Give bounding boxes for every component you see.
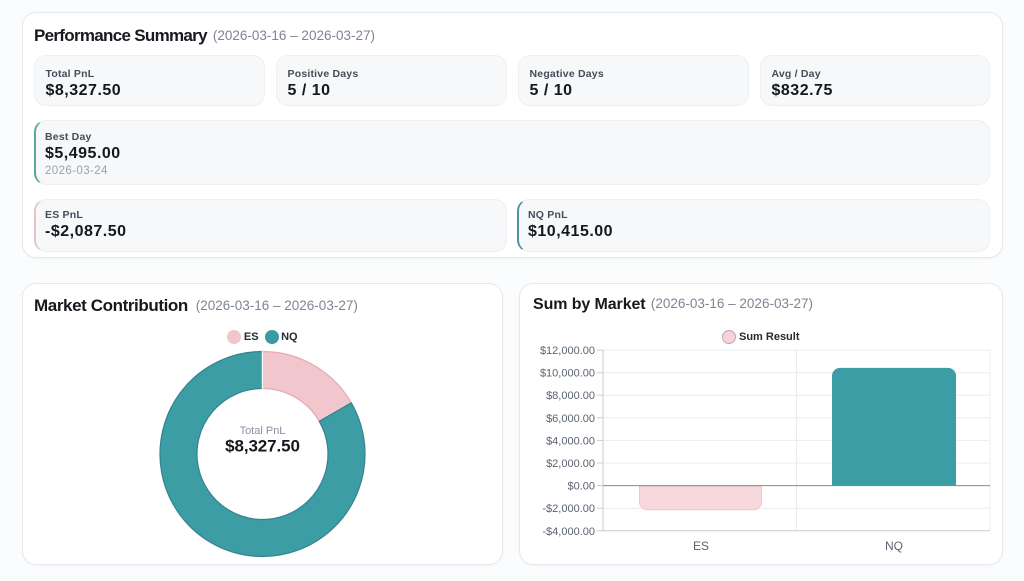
svg-text:$8,000.00: $8,000.00 [546,390,595,402]
svg-text:-$2,000.00: -$2,000.00 [542,503,595,515]
svg-text:-$4,000.00: -$4,000.00 [542,526,595,538]
svg-text:NQ: NQ [885,539,903,553]
svg-text:$12,000.00: $12,000.00 [540,345,595,357]
svg-text:Total PnL: Total PnL [240,425,286,437]
svg-text:$2,000.00: $2,000.00 [546,458,595,470]
svg-text:ES: ES [693,539,709,553]
svg-text:$10,000.00: $10,000.00 [540,368,595,380]
svg-text:$6,000.00: $6,000.00 [546,413,595,425]
svg-text:$4,000.00: $4,000.00 [546,435,595,447]
svg-text:$8,327.50: $8,327.50 [225,437,300,456]
svg-text:$0.00: $0.00 [567,481,595,493]
